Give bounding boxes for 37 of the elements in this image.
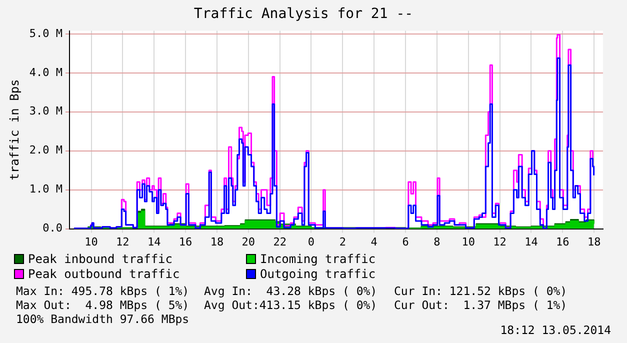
- x-tick-label: 16: [556, 235, 570, 248]
- text: Cur In: 121.52 kBps ( 0%): [394, 284, 568, 298]
- x-tick-label: 16: [178, 235, 192, 248]
- legend-label: Peak outbound traffic: [27, 267, 181, 281]
- x-tick-label: 20: [242, 235, 256, 248]
- x-tick-label: 10: [462, 235, 476, 248]
- x-tick-label: 0: [308, 235, 315, 248]
- text: Cur Out: 1.37 MBps ( 1%): [394, 298, 568, 312]
- x-tick-label: 6: [402, 235, 409, 248]
- y-tick-label: 0.0: [42, 222, 63, 235]
- y-axis-title: traffic in Bps: [7, 79, 22, 180]
- legend-label: Incoming traffic: [259, 252, 377, 266]
- x-tick-label: 14: [147, 235, 162, 248]
- x-tick-label: 14: [524, 235, 538, 248]
- x-tick-label: 18: [587, 235, 601, 248]
- y-tick-label: 4.0 M: [29, 66, 63, 79]
- y-tick-label: 1.0 M: [29, 182, 63, 196]
- text: Avg In: 43.28 kBps ( 0%): [204, 284, 378, 298]
- x-tick-label: 2: [339, 235, 346, 248]
- text: 100% Bandwidth 97.66 MBps: [16, 312, 190, 326]
- x-tick-label: 22: [273, 235, 286, 248]
- y-tick-label: 3.0 M: [29, 104, 63, 118]
- legend-label: Peak inbound traffic: [27, 252, 174, 266]
- text: Avg Out:413.15 kBps ( 0%): [204, 298, 378, 312]
- legend-label: Outgoing traffic: [259, 267, 377, 281]
- x-tick-label: 18: [210, 235, 224, 248]
- chart-title: Traffic Analysis for 21 --: [194, 6, 414, 22]
- text: Max Out: 4.98 MBps ( 5%): [16, 298, 190, 312]
- y-tick-label: 5.0 M: [29, 26, 63, 40]
- x-tick-label: 4: [370, 235, 378, 248]
- x-tick-label: 12: [493, 235, 506, 248]
- x-tick-label: 8: [434, 235, 440, 248]
- text: 18:12 13.05.2014: [500, 323, 611, 337]
- y-tick-label: 2.0 M: [29, 144, 63, 157]
- x-tick-label: 12: [116, 235, 130, 248]
- x-tick-label: 10: [84, 235, 98, 248]
- text: Max In: 495.78 kBps ( 1%): [16, 284, 190, 298]
